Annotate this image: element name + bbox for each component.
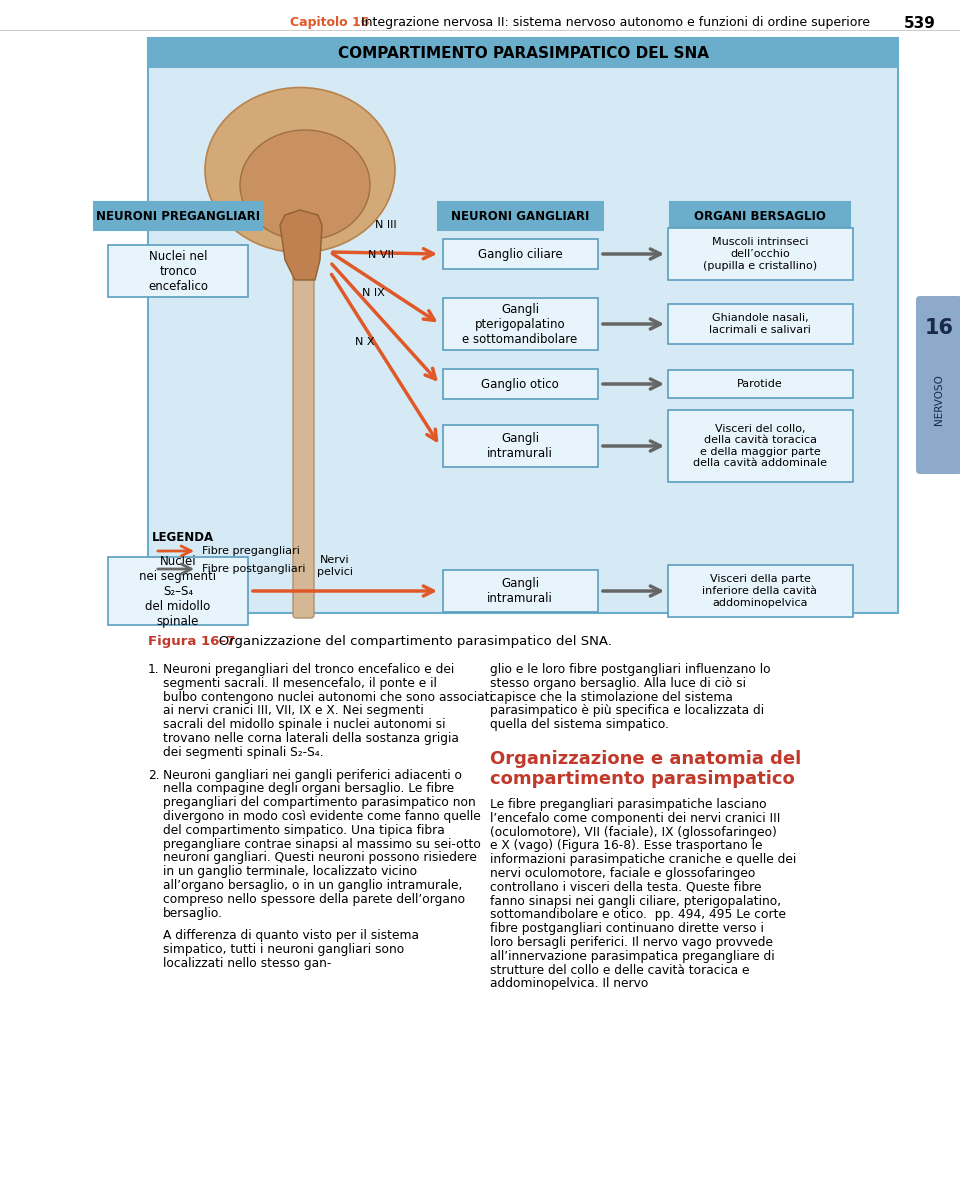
Text: 2.: 2. bbox=[148, 768, 159, 782]
Text: Organizzazione del compartimento parasimpatico del SNA.: Organizzazione del compartimento parasim… bbox=[206, 635, 612, 648]
Text: nella compagine degli organi bersaglio. Le fibre: nella compagine degli organi bersaglio. … bbox=[163, 783, 454, 796]
Text: l’encefalo come componenti dei nervi cranici III: l’encefalo come componenti dei nervi cra… bbox=[490, 811, 780, 825]
FancyBboxPatch shape bbox=[667, 228, 852, 280]
Text: in un ganglio terminale, localizzato vicino: in un ganglio terminale, localizzato vic… bbox=[163, 865, 418, 878]
Polygon shape bbox=[280, 210, 322, 280]
Text: Gangli
intramurali: Gangli intramurali bbox=[487, 577, 553, 605]
Text: 1.: 1. bbox=[148, 663, 159, 676]
Text: dei segmenti spinali S₂-S₄.: dei segmenti spinali S₂-S₄. bbox=[163, 746, 324, 759]
Text: fibre postgangliari continuano dirette verso i: fibre postgangliari continuano dirette v… bbox=[490, 923, 764, 936]
Text: A differenza di quanto visto per il sistema: A differenza di quanto visto per il sist… bbox=[163, 930, 419, 943]
Text: informazioni parasimpatiche craniche e quelle dei: informazioni parasimpatiche craniche e q… bbox=[490, 853, 796, 866]
Text: N X: N X bbox=[355, 337, 374, 347]
Text: nervi oculomotore, faciale e glossofaringeo: nervi oculomotore, faciale e glossofarin… bbox=[490, 868, 756, 880]
Text: N IX: N IX bbox=[362, 288, 385, 298]
Text: parasimpatico è più specifica e localizzata di: parasimpatico è più specifica e localizz… bbox=[490, 704, 764, 717]
Text: Visceri della parte
inferiore della cavità
addominopelvica: Visceri della parte inferiore della cavi… bbox=[703, 575, 818, 607]
FancyBboxPatch shape bbox=[667, 410, 852, 482]
Text: bersaglio.: bersaglio. bbox=[163, 907, 223, 920]
Text: bulbo contengono nuclei autonomi che sono associati: bulbo contengono nuclei autonomi che son… bbox=[163, 691, 492, 704]
Text: quella del sistema simpatico.: quella del sistema simpatico. bbox=[490, 718, 669, 731]
FancyBboxPatch shape bbox=[443, 298, 597, 350]
FancyBboxPatch shape bbox=[667, 304, 852, 344]
Text: LEGENDA: LEGENDA bbox=[152, 531, 214, 544]
FancyBboxPatch shape bbox=[108, 245, 248, 298]
Text: compreso nello spessore della parete dell’organo: compreso nello spessore della parete del… bbox=[163, 893, 466, 906]
Text: simpatico, tutti i neuroni gangliari sono: simpatico, tutti i neuroni gangliari son… bbox=[163, 943, 404, 956]
Text: segmenti sacrali. Il mesencefalo, il ponte e il: segmenti sacrali. Il mesencefalo, il pon… bbox=[163, 676, 437, 690]
Text: Gangli
pterigopalatino
e sottomandibolare: Gangli pterigopalatino e sottomandibolar… bbox=[463, 302, 578, 345]
Ellipse shape bbox=[240, 130, 370, 240]
Text: loro bersagli periferici. Il nervo vago provvede: loro bersagli periferici. Il nervo vago … bbox=[490, 936, 773, 949]
Text: pregangliari del compartimento parasimpatico non: pregangliari del compartimento parasimpa… bbox=[163, 796, 476, 809]
Text: COMPARTIMENTO PARASIMPATICO DEL SNA: COMPARTIMENTO PARASIMPATICO DEL SNA bbox=[338, 45, 708, 61]
Text: Fibre pregangliari: Fibre pregangliari bbox=[202, 546, 300, 556]
Text: Nuclei
nei segmenti
S₂–S₄
del midollo
spinale: Nuclei nei segmenti S₂–S₄ del midollo sp… bbox=[139, 554, 217, 627]
Text: stesso organo bersaglio. Alla luce di ciò si: stesso organo bersaglio. Alla luce di ci… bbox=[490, 676, 746, 690]
Text: del compartimento simpatico. Una tipica fibra: del compartimento simpatico. Una tipica … bbox=[163, 823, 444, 836]
Text: trovano nelle corna laterali della sostanza grigia: trovano nelle corna laterali della sosta… bbox=[163, 733, 459, 744]
FancyBboxPatch shape bbox=[916, 296, 960, 474]
Text: (oculomotore), VII (faciale), IX (glossofaringeo): (oculomotore), VII (faciale), IX (glosso… bbox=[490, 826, 777, 839]
Text: e X (vago) (Figura 16-8). Esse trasportano le: e X (vago) (Figura 16-8). Esse trasporta… bbox=[490, 839, 762, 852]
Text: all’innervazione parasimpatica pregangliare di: all’innervazione parasimpatica pregangli… bbox=[490, 950, 775, 963]
FancyBboxPatch shape bbox=[438, 202, 603, 229]
Text: ai nervi cranici III, VII, IX e X. Nei segmenti: ai nervi cranici III, VII, IX e X. Nei s… bbox=[163, 704, 423, 717]
Text: Muscoli intrinseci
dell’occhio
(pupilla e cristallino): Muscoli intrinseci dell’occhio (pupilla … bbox=[703, 238, 817, 270]
Text: pregangliare contrae sinapsi al massimo su sei-otto: pregangliare contrae sinapsi al massimo … bbox=[163, 838, 481, 851]
Text: Capitolo 16: Capitolo 16 bbox=[290, 16, 370, 29]
Text: fanno sinapsi nei gangli ciliare, pterigopalatino,: fanno sinapsi nei gangli ciliare, pterig… bbox=[490, 895, 781, 907]
Text: sacrali del midollo spinale i nuclei autonomi si: sacrali del midollo spinale i nuclei aut… bbox=[163, 718, 445, 731]
Text: divergono in modo così evidente come fanno quelle: divergono in modo così evidente come fan… bbox=[163, 810, 481, 823]
Text: Ghiandole nasali,
lacrimali e salivari: Ghiandole nasali, lacrimali e salivari bbox=[709, 313, 811, 335]
Text: Nuclei nel
tronco
encefalico: Nuclei nel tronco encefalico bbox=[148, 250, 208, 293]
Text: Ganglio ciliare: Ganglio ciliare bbox=[478, 247, 563, 261]
Text: sottomandibolare e otico.  pp. 494, 495 Le corte: sottomandibolare e otico. pp. 494, 495 L… bbox=[490, 908, 786, 921]
FancyBboxPatch shape bbox=[293, 275, 314, 618]
Text: compartimento parasimpatico: compartimento parasimpatico bbox=[490, 770, 795, 788]
FancyBboxPatch shape bbox=[443, 570, 597, 612]
Text: Figura 16–7: Figura 16–7 bbox=[148, 635, 235, 648]
Text: ORGANI BERSAGLIO: ORGANI BERSAGLIO bbox=[694, 209, 826, 222]
Text: Organizzazione e anatomia del: Organizzazione e anatomia del bbox=[490, 750, 802, 768]
Text: strutture del collo e delle cavità toracica e: strutture del collo e delle cavità torac… bbox=[490, 963, 750, 976]
FancyBboxPatch shape bbox=[94, 202, 262, 229]
Text: capisce che la stimolazione del sistema: capisce che la stimolazione del sistema bbox=[490, 691, 732, 704]
FancyBboxPatch shape bbox=[108, 557, 248, 625]
Text: all’organo bersaglio, o in un ganglio intramurale,: all’organo bersaglio, o in un ganglio in… bbox=[163, 880, 463, 891]
Text: NERVOSO: NERVOSO bbox=[934, 374, 944, 425]
Text: Fibre postgangliari: Fibre postgangliari bbox=[202, 564, 305, 574]
FancyBboxPatch shape bbox=[148, 38, 898, 68]
Text: Neuroni pregangliari del tronco encefalico e dei: Neuroni pregangliari del tronco encefali… bbox=[163, 663, 454, 676]
Text: N VII: N VII bbox=[368, 250, 394, 261]
Text: 539: 539 bbox=[904, 16, 936, 31]
Text: 16: 16 bbox=[924, 318, 953, 338]
FancyBboxPatch shape bbox=[148, 38, 898, 613]
Text: Neuroni gangliari nei gangli periferici adiacenti o: Neuroni gangliari nei gangli periferici … bbox=[163, 768, 462, 782]
FancyBboxPatch shape bbox=[443, 239, 597, 269]
Text: N III: N III bbox=[375, 220, 396, 229]
Text: addominopelvica. Il nervo: addominopelvica. Il nervo bbox=[490, 978, 648, 991]
Text: NEURONI PREGANGLIARI: NEURONI PREGANGLIARI bbox=[96, 209, 260, 222]
FancyBboxPatch shape bbox=[443, 425, 597, 467]
Text: Nervi
pelvici: Nervi pelvici bbox=[317, 556, 353, 577]
Text: controllano i visceri della testa. Queste fibre: controllano i visceri della testa. Quest… bbox=[490, 881, 761, 894]
Text: Ganglio otico: Ganglio otico bbox=[481, 378, 559, 391]
Text: Visceri del collo,
della cavità toracica
e della maggior parte
della cavità addo: Visceri del collo, della cavità toracica… bbox=[693, 423, 827, 468]
Text: localizzati nello stesso gan-: localizzati nello stesso gan- bbox=[163, 957, 331, 970]
FancyBboxPatch shape bbox=[667, 370, 852, 398]
FancyBboxPatch shape bbox=[667, 565, 852, 617]
FancyBboxPatch shape bbox=[443, 369, 597, 399]
FancyBboxPatch shape bbox=[670, 202, 850, 229]
Text: Integrazione nervosa II: sistema nervoso autonomo e funzioni di ordine superiore: Integrazione nervosa II: sistema nervoso… bbox=[353, 16, 870, 29]
Text: Gangli
intramurali: Gangli intramurali bbox=[487, 433, 553, 460]
Text: Le fibre pregangliari parasimpatiche lasciano: Le fibre pregangliari parasimpatiche las… bbox=[490, 798, 767, 811]
Text: neuroni gangliari. Questi neuroni possono risiedere: neuroni gangliari. Questi neuroni posson… bbox=[163, 851, 477, 864]
Text: NEURONI GANGLIARI: NEURONI GANGLIARI bbox=[451, 209, 589, 222]
Ellipse shape bbox=[205, 87, 395, 252]
Text: Parotide: Parotide bbox=[737, 379, 782, 390]
Text: glio e le loro fibre postgangliari influenzano lo: glio e le loro fibre postgangliari influ… bbox=[490, 663, 771, 676]
